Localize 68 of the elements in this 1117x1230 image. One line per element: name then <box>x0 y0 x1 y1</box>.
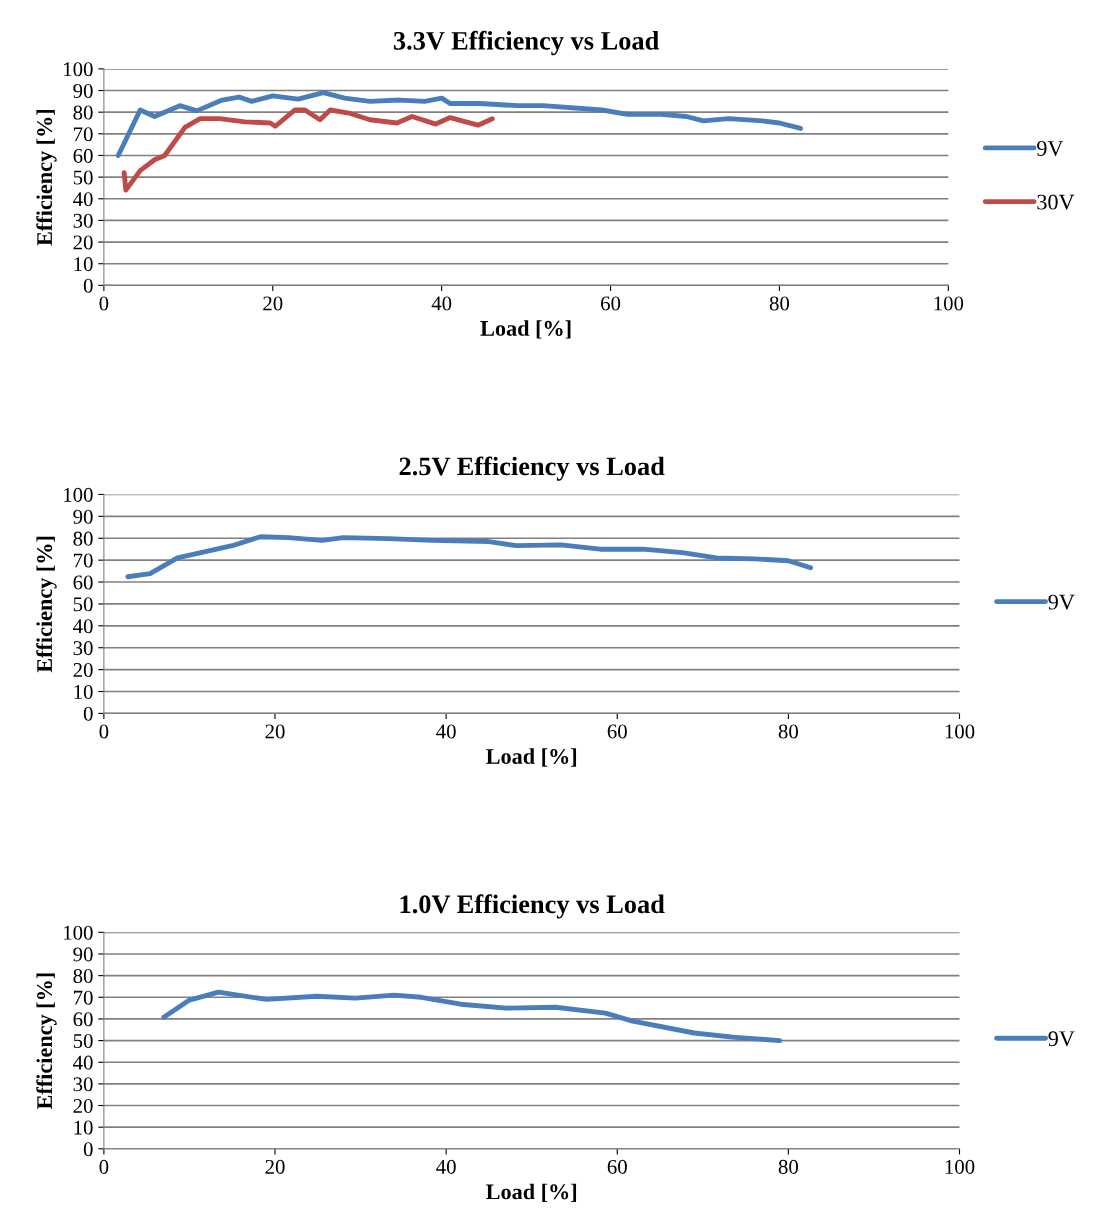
y-tick-label: 100 <box>64 62 93 77</box>
x-tick-label: 20 <box>265 1159 285 1174</box>
y-axis-title: Efficiency [%] <box>36 109 57 246</box>
line-series <box>121 107 495 193</box>
y-tick-label: 0 <box>83 706 93 721</box>
legend-label: 30V <box>1037 194 1075 210</box>
y-tick-label: 0 <box>83 278 93 293</box>
y-tick-label: 0 <box>83 1142 93 1157</box>
x-tick-label: 0 <box>99 296 109 311</box>
y-tick-label: 90 <box>73 83 93 98</box>
y-tick-label: 40 <box>73 192 93 207</box>
y-axis-title: Efficiency [%] <box>36 536 57 673</box>
x-axis-title: Load [%] <box>486 748 577 767</box>
y-tick-label: 20 <box>73 235 93 250</box>
line-series <box>125 534 814 580</box>
y-tick-label: 30 <box>73 1077 93 1092</box>
y-tick-label: 10 <box>74 257 93 272</box>
x-tick-label: 60 <box>607 724 627 739</box>
chart-title: 1.0V Efficiency vs Load <box>400 894 665 919</box>
x-tick-label: 40 <box>431 296 452 311</box>
legend-label: 9V <box>1048 594 1075 610</box>
y-tick-label: 70 <box>74 553 93 568</box>
y-tick-label: 100 <box>64 487 93 502</box>
y-tick-label: 40 <box>73 619 93 634</box>
y-tick-label: 70 <box>74 990 93 1005</box>
y-tick-label: 30 <box>73 213 93 228</box>
legend-label: 9V <box>1048 1031 1075 1047</box>
x-tick-label: 60 <box>601 296 621 311</box>
chart-title: 2.5V Efficiency vs Load <box>399 456 665 481</box>
x-tick-label: 80 <box>769 296 790 311</box>
y-axis-title: Efficiency [%] <box>36 973 57 1110</box>
y-tick-label: 80 <box>73 531 93 546</box>
y-tick-label: 20 <box>73 662 93 678</box>
x-axis-title: Load [%] <box>486 1183 577 1203</box>
y-tick-label: 30 <box>73 641 93 656</box>
y-tick-label: 50 <box>73 1033 93 1049</box>
x-tick-label: 60 <box>607 1159 627 1174</box>
line-series <box>161 989 783 1044</box>
x-tick-label: 40 <box>436 1159 456 1174</box>
y-tick-label: 50 <box>73 597 93 612</box>
x-axis-title: Load [%] <box>480 320 571 339</box>
x-tick-label: 100 <box>945 724 975 739</box>
y-tick-label: 90 <box>73 947 93 962</box>
y-tick-label: 60 <box>73 1012 93 1027</box>
y-tick-label: 100 <box>64 925 93 940</box>
y-tick-label: 70 <box>74 127 93 142</box>
x-tick-label: 0 <box>99 1159 109 1174</box>
y-tick-label: 80 <box>73 105 93 120</box>
y-tick-label: 80 <box>73 969 93 984</box>
y-tick-label: 50 <box>73 170 93 185</box>
x-tick-label: 20 <box>263 296 283 311</box>
x-tick-label: 100 <box>945 1159 975 1174</box>
x-tick-label: 80 <box>778 724 798 739</box>
y-tick-label: 10 <box>74 684 93 699</box>
legend-label: 9V <box>1037 141 1064 157</box>
x-tick-label: 20 <box>265 724 285 739</box>
line-series <box>115 90 803 158</box>
y-tick-label: 60 <box>73 575 93 590</box>
x-tick-label: 100 <box>934 296 964 311</box>
y-tick-label: 20 <box>73 1098 93 1113</box>
x-tick-label: 80 <box>778 1159 798 1174</box>
y-tick-label: 40 <box>73 1055 93 1070</box>
x-tick-label: 0 <box>99 724 109 739</box>
x-tick-label: 40 <box>436 724 456 739</box>
y-tick-label: 10 <box>74 1120 93 1135</box>
y-tick-label: 90 <box>73 509 93 524</box>
chart-title: 3.3V Efficiency vs Load <box>393 30 659 56</box>
y-tick-label: 60 <box>73 148 93 163</box>
